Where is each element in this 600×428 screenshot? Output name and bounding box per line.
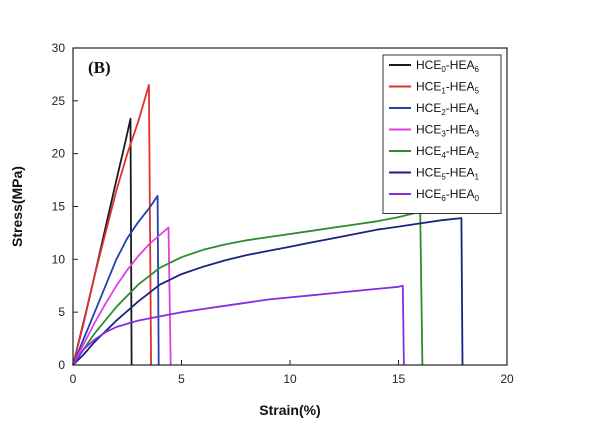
- x-tick-label: 0: [70, 372, 77, 386]
- legend-label-4: HCE4-HEA2: [416, 144, 479, 160]
- y-tick-label: 15: [52, 200, 66, 214]
- y-tick-label: 10: [52, 252, 66, 266]
- series-line-6: [72, 284, 405, 366]
- legend-label-5: HCE5-HEA1: [416, 166, 479, 182]
- x-axis-title: Strain(%): [259, 402, 320, 418]
- x-tick-label: 5: [178, 372, 185, 386]
- series-line-5: [72, 217, 464, 366]
- y-axis-title: Stress(MPa): [9, 166, 25, 247]
- series-line-4: [72, 210, 424, 366]
- legend-box: [382, 54, 502, 214]
- panel-label: (B): [88, 58, 111, 77]
- legend-label-6: HCE6-HEA0: [416, 187, 479, 203]
- y-tick-label: 20: [52, 147, 66, 161]
- y-tick-label: 30: [52, 41, 66, 55]
- plot-frame: [72, 47, 508, 366]
- y-tick-label: 25: [52, 94, 66, 108]
- y-tick-label: 5: [58, 305, 65, 319]
- x-tick-label: 20: [500, 372, 514, 386]
- series-line-2: [72, 195, 160, 366]
- x-tick-label: 15: [392, 372, 406, 386]
- x-tick-label: 10: [283, 372, 297, 386]
- legend-label-0: HCE0-HEA6: [416, 58, 479, 74]
- legend-label-3: HCE3-HEA3: [416, 123, 479, 139]
- series-line-1: [72, 84, 152, 366]
- y-tick-label: 0: [58, 358, 65, 372]
- series-layer: [72, 84, 464, 366]
- legend: HCE0-HEA6 HCE1-HEA5 HCE2-HEA4 HCE3-HEA3 HCE4…: [382, 54, 502, 214]
- legend-label-2: HCE2-HEA4: [416, 101, 479, 117]
- axis-ticks: 0 5 10 15 20 0 5 10 15 20 25 30: [52, 41, 514, 386]
- legend-label-1: HCE1-HEA5: [416, 80, 479, 96]
- series-line-3: [72, 226, 172, 366]
